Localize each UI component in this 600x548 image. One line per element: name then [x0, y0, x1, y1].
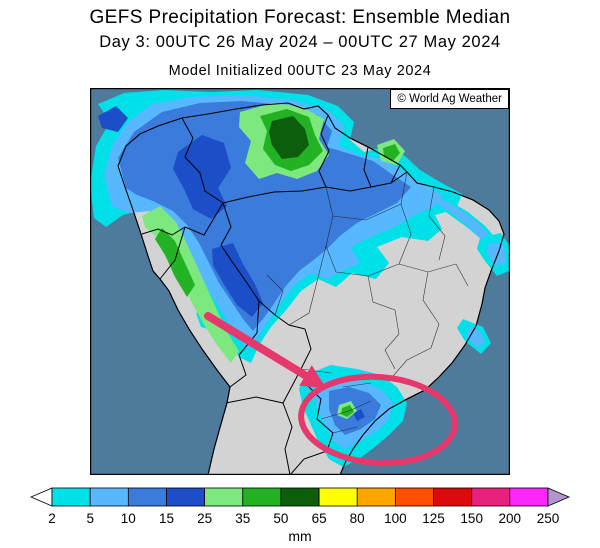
legend-tick-label: 50: [273, 511, 288, 526]
precip-patch-peru-border: [212, 243, 263, 317]
legend: 2 5 10 15 25 35 50 65 80 100 125 150 200…: [29, 486, 571, 546]
legend-tick-label: 200: [499, 511, 522, 526]
precip-scale: 2 5 10 15 25 35 50 65 80 100 125 150 200…: [29, 487, 571, 544]
legend-tick-label: 35: [235, 511, 250, 526]
legend-tick-label: 100: [384, 511, 407, 526]
legend-segment: [51, 487, 91, 507]
legend-segment: [89, 487, 129, 507]
legend-segment: [471, 487, 511, 507]
legend-segment: [242, 487, 282, 507]
legend-tick-label: 125: [422, 511, 445, 526]
legend-segment: [280, 487, 320, 507]
precip-blob-ne-coast-mid: [436, 198, 488, 240]
precip-blob-east-offshore-1-mid: [487, 243, 507, 266]
precip-patch-colombia: [173, 135, 231, 219]
legend-segment: [509, 487, 549, 507]
legend-segment: [127, 487, 167, 507]
highlight-ellipse: [298, 373, 458, 467]
page-title: GEFS Precipitation Forecast: Ensemble Me…: [89, 7, 511, 28]
legend-segment: [356, 487, 396, 507]
highlight-arrow-head: [299, 365, 326, 388]
south-america-map-svg: [90, 88, 510, 475]
legend-tick-label: 65: [312, 511, 327, 526]
legend-tick-label: 80: [350, 511, 365, 526]
legend-below-arrow: [29, 487, 53, 507]
legend-segment: [318, 487, 358, 507]
legend-tick-label: 15: [159, 511, 174, 526]
legend-segment: [433, 487, 473, 507]
precip-blob-east-offshore-2-mid: [467, 326, 485, 348]
legend-tick-label: 5: [86, 511, 94, 526]
legend-unit-label: mm: [288, 528, 311, 544]
precip-level-50-65: [269, 116, 309, 159]
precip-level-15-25: [98, 106, 365, 421]
precip-patch-andes-green: [155, 228, 195, 297]
state-borders: [266, 171, 469, 434]
highlight-arrow-shaft: [204, 312, 312, 381]
precip-patch-pacific-corner: [98, 106, 128, 132]
legend-tick-label: 10: [121, 511, 136, 526]
legend-tick-label: 25: [197, 511, 212, 526]
credit-badge: © World Ag Weather: [390, 89, 509, 110]
precip-patch-south-speck: [353, 409, 365, 421]
precip-patch-south-green: [341, 405, 354, 417]
legend-above-arrow: [547, 487, 571, 507]
precip-patch-guyana-green: [383, 144, 400, 161]
legend-segment: [166, 487, 206, 507]
legend-segment: [204, 487, 244, 507]
model-init-line: Model Initialized 00UTC 23 May 2024: [168, 63, 432, 79]
weather-map: © World Ag Weather: [90, 88, 510, 475]
legend-segment: [394, 487, 434, 507]
legend-tick-label: 2: [48, 511, 56, 526]
coastline: [117, 102, 505, 475]
precip-patch-venezuela-core: [269, 116, 309, 159]
highlight-annotations: [204, 312, 458, 467]
valid-period-subtitle: Day 3: 00UTC 26 May 2024 – 00UTC 27 May …: [99, 33, 501, 51]
map-frame-border: [90, 88, 510, 475]
legend-tick-label: 150: [460, 511, 483, 526]
legend-tick-label: 250: [537, 511, 560, 526]
